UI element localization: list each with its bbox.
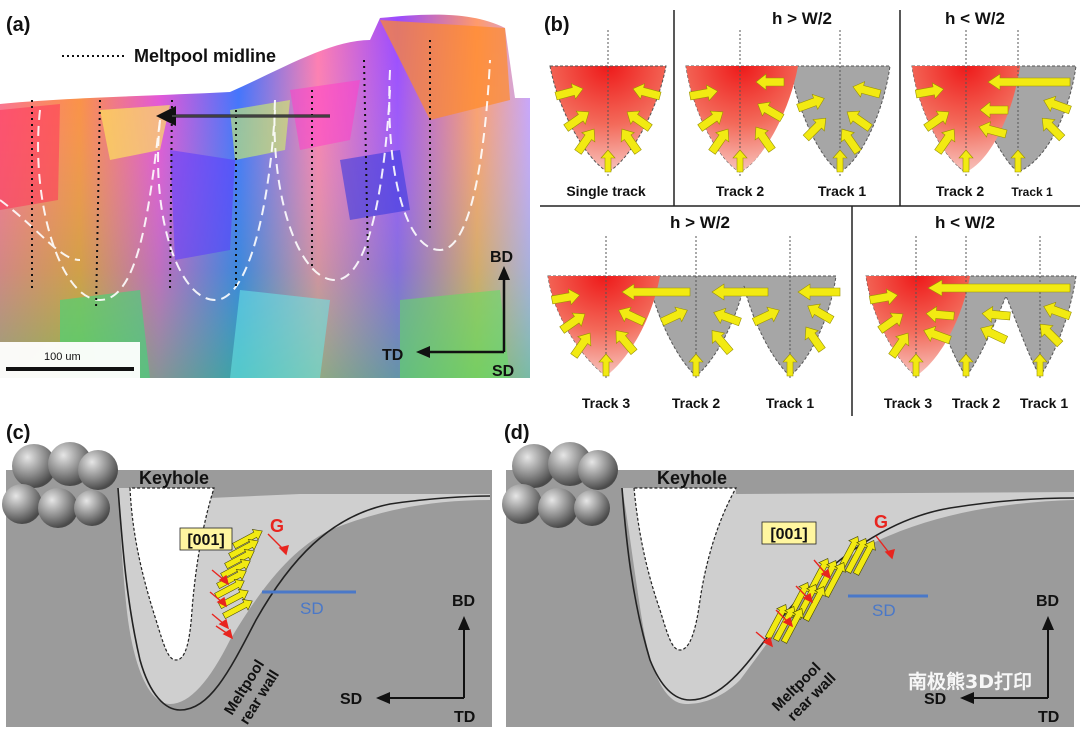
powder-particles-d (502, 442, 618, 528)
axis-td-label-c: TD (454, 709, 475, 726)
panel-c-keyhole: (c) Keyhole [ (0, 420, 500, 728)
panel-d-letter: (d) (504, 422, 530, 444)
axis-sd-label-d: SD (924, 691, 946, 708)
keyhole-diagram-c: Keyhole [001] G SD Meltpool (2, 442, 492, 728)
axis-bd-label-d: BD (1036, 593, 1059, 610)
top-header-1: h > W/2 (772, 9, 832, 28)
scan-label-d: SD (872, 601, 896, 620)
gradient-label-d: G (874, 512, 888, 532)
direction-001-label-c: [001] (187, 532, 224, 549)
track-schematic-figure: h > W/2 h < W/2 h > W/2 h < W/2 Single t… (540, 9, 1080, 416)
axis-td-label: TD (382, 347, 403, 364)
panel-c-letter: (c) (6, 422, 31, 444)
axis-bd-label-c: BD (452, 593, 475, 610)
keyhole-diagram-d: Keyhole [001] G SD Meltpool (502, 442, 1075, 727)
bottom-left-track1-label: Track 1 (766, 395, 814, 411)
panel-b-track-schematics: (b) h > W/2 h < W/2 h > W/2 h < W/2 (540, 0, 1080, 420)
single-track-pool (549, 30, 667, 176)
watermark: 南极熊3D打印 (908, 670, 1032, 693)
panel-b-letter: (b) (544, 14, 570, 36)
axis-sd-label: SD (492, 363, 514, 380)
top-right-pools (911, 30, 1077, 176)
bottom-right-track2-label: Track 2 (952, 395, 1000, 411)
top-mid-pools (685, 30, 891, 176)
top-right-track1-label: Track 1 (1011, 185, 1053, 199)
direction-001-label-d: [001] (770, 526, 807, 543)
single-track-label: Single track (566, 183, 646, 199)
powder-particles (2, 442, 118, 528)
gradient-arrows-d (755, 535, 895, 648)
top-right-track2-label: Track 2 (936, 183, 984, 199)
bottom-left-track3-label: Track 3 (582, 395, 630, 411)
bottom-left-track2-label: Track 2 (672, 395, 720, 411)
axis-td-label-d: TD (1038, 709, 1059, 726)
bottom-left-pools (547, 236, 841, 380)
panel-a-letter: (a) (6, 14, 31, 36)
bottom-right-pools (865, 236, 1077, 380)
bottom-header-2: h < W/2 (935, 213, 995, 232)
panel-a-ebsd-map: (a) (0, 0, 530, 390)
bottom-header-1: h > W/2 (670, 213, 730, 232)
ebsd-map-figure: Meltpool midline 100 um BD TD SD (0, 14, 530, 380)
panel-d-keyhole: (d) Keyhole [001] (500, 420, 1080, 727)
legend-midline-label: Meltpool midline (134, 46, 276, 66)
top-mid-track1-label: Track 1 (818, 183, 866, 199)
scale-bar-label: 100 um (44, 351, 81, 363)
bottom-right-track1-label: Track 1 (1020, 395, 1068, 411)
axis-bd-label: BD (490, 249, 513, 266)
gradient-label-c: G (270, 516, 284, 536)
gradient-arrows-c (209, 533, 289, 640)
top-mid-track2-label: Track 2 (716, 183, 764, 199)
bottom-right-track3-label: Track 3 (884, 395, 932, 411)
axis-sd-label-c: SD (340, 691, 362, 708)
top-header-2: h < W/2 (945, 9, 1005, 28)
keyhole-label-d: Keyhole (657, 468, 727, 488)
keyhole-label-c: Keyhole (139, 468, 209, 488)
scan-label-c: SD (300, 599, 324, 618)
